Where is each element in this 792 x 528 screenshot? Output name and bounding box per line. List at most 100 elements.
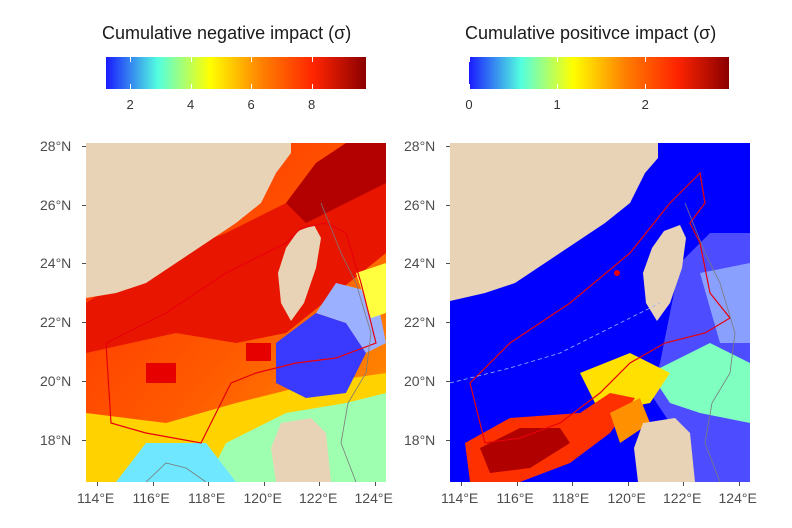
x-axis-tick xyxy=(208,482,209,486)
x-axis-tick xyxy=(683,482,684,486)
y-axis-tick xyxy=(82,380,86,382)
land-taiwan xyxy=(278,225,321,321)
colorbar-tick-label: 2 xyxy=(641,97,649,112)
land-mainland xyxy=(450,143,658,301)
y-axis-tick xyxy=(82,146,86,147)
x-axis-label: 122°E xyxy=(663,490,702,506)
y-axis-label: 26°N xyxy=(40,196,72,213)
colorbar-negative xyxy=(106,57,366,89)
sea-zone-darkred xyxy=(480,428,570,473)
x-axis-tick xyxy=(319,482,320,486)
x-axis-tick xyxy=(516,482,518,486)
map-negative-svg xyxy=(86,143,386,482)
x-axis-tick xyxy=(738,482,740,486)
x-axis-tick xyxy=(572,482,573,486)
sea-patch xyxy=(146,363,176,383)
y-axis-tick xyxy=(446,380,450,382)
colorbar-tick-mark xyxy=(251,84,253,89)
colorbar-tick-mark xyxy=(311,84,313,89)
bathymetry-contour xyxy=(684,202,736,482)
land-taiwan xyxy=(643,225,686,321)
x-axis-label: 120°E xyxy=(243,490,282,506)
colorbar-tick-label: 8 xyxy=(307,97,316,112)
colorbar-tick-label: 0 xyxy=(465,97,473,112)
boundary-line xyxy=(469,171,731,444)
y-axis-label: 28°N xyxy=(40,138,72,154)
y-axis-label: 28°N xyxy=(404,138,436,154)
colorbar-tick-mark xyxy=(645,84,647,89)
y-axis-tick xyxy=(446,263,450,265)
sea-patch xyxy=(246,343,271,361)
y-axis-tick xyxy=(82,263,86,265)
bathymetry-contour xyxy=(145,462,207,482)
sea-zone-yellow xyxy=(356,263,386,318)
x-axis-tick xyxy=(374,482,376,486)
sea-band-dark xyxy=(286,143,386,223)
x-axis-label: 118°E xyxy=(552,490,590,506)
y-axis-tick xyxy=(82,322,86,324)
y-axis-tick xyxy=(446,204,450,206)
y-axis-label: 26°N xyxy=(404,196,436,213)
colorbar-tick-mark xyxy=(557,84,559,89)
x-axis-label: 124°E xyxy=(718,490,757,506)
y-axis-label: 20°N xyxy=(404,372,436,389)
dashed-line xyxy=(450,302,661,384)
colorbar-tick-mark xyxy=(645,57,647,62)
colorbar-tick-mark xyxy=(557,57,559,62)
x-axis-label: 118°E xyxy=(188,490,226,506)
x-axis-tick xyxy=(152,482,154,486)
colorbar-tick-mark xyxy=(251,57,253,62)
x-axis-tick xyxy=(263,482,265,486)
y-axis-label: 20°N xyxy=(40,372,72,389)
marker xyxy=(614,270,620,276)
colorbar-tick-label: 1 xyxy=(553,97,561,112)
x-axis-label: 114°E xyxy=(441,490,479,506)
colorbar-tick-mark xyxy=(311,57,313,62)
x-axis-label: 124°E xyxy=(354,490,393,506)
y-axis-label: 18°N xyxy=(40,431,72,448)
legend-title-positive: Cumulative positivce impact (σ) xyxy=(465,23,717,43)
bathymetry-contour xyxy=(320,202,372,482)
colorbar-tick-label: 4 xyxy=(187,97,195,112)
colorbar-tick-label: 2 xyxy=(126,97,134,112)
map-positive-svg xyxy=(450,143,750,482)
legend-title-negative: Cumulative negative impact (σ) xyxy=(102,23,352,43)
y-axis-label: 22°N xyxy=(404,314,436,331)
x-axis-label: 122°E xyxy=(299,490,338,506)
sea-zone-blue xyxy=(276,313,366,398)
sea-zone-orange xyxy=(610,398,650,443)
x-axis-label: 116°E xyxy=(496,490,534,506)
y-axis-tick xyxy=(446,439,450,441)
y-axis-label: 18°N xyxy=(404,431,436,448)
colorbar-tick-mark xyxy=(190,84,192,89)
colorbar-positive xyxy=(469,57,729,89)
y-axis-label: 24°N xyxy=(40,255,72,272)
land-luzon xyxy=(271,418,331,482)
x-axis-tick xyxy=(627,482,629,486)
y-axis-label: 24°N xyxy=(404,255,436,272)
sea-zone-east-light xyxy=(700,263,750,343)
x-axis-tick xyxy=(461,482,462,486)
colorbar-tick-mark xyxy=(130,57,132,62)
map-positive-impact xyxy=(450,143,750,482)
sea-zone-cyan2 xyxy=(116,443,236,482)
y-axis-tick xyxy=(446,146,450,147)
x-axis-tick xyxy=(97,482,98,486)
y-axis-tick xyxy=(82,439,86,441)
y-axis-tick xyxy=(446,322,450,324)
land-mainland xyxy=(86,143,291,298)
x-axis-label: 120°E xyxy=(607,490,646,506)
y-axis-label: 22°N xyxy=(40,314,72,331)
colorbar-tick-mark xyxy=(190,57,192,62)
land-luzon xyxy=(634,418,695,482)
y-axis-tick xyxy=(82,204,86,206)
x-axis-label: 114°E xyxy=(77,490,115,506)
colorbar-tick-mark xyxy=(469,57,470,62)
colorbar-tick-mark xyxy=(469,84,470,89)
colorbar-tick-label: 6 xyxy=(247,97,255,112)
x-axis-label: 116°E xyxy=(132,490,170,506)
map-negative-impact xyxy=(86,143,386,482)
colorbar-tick-mark xyxy=(130,84,132,89)
sea-zone-cyan xyxy=(650,343,750,423)
boundary-line xyxy=(105,222,377,444)
